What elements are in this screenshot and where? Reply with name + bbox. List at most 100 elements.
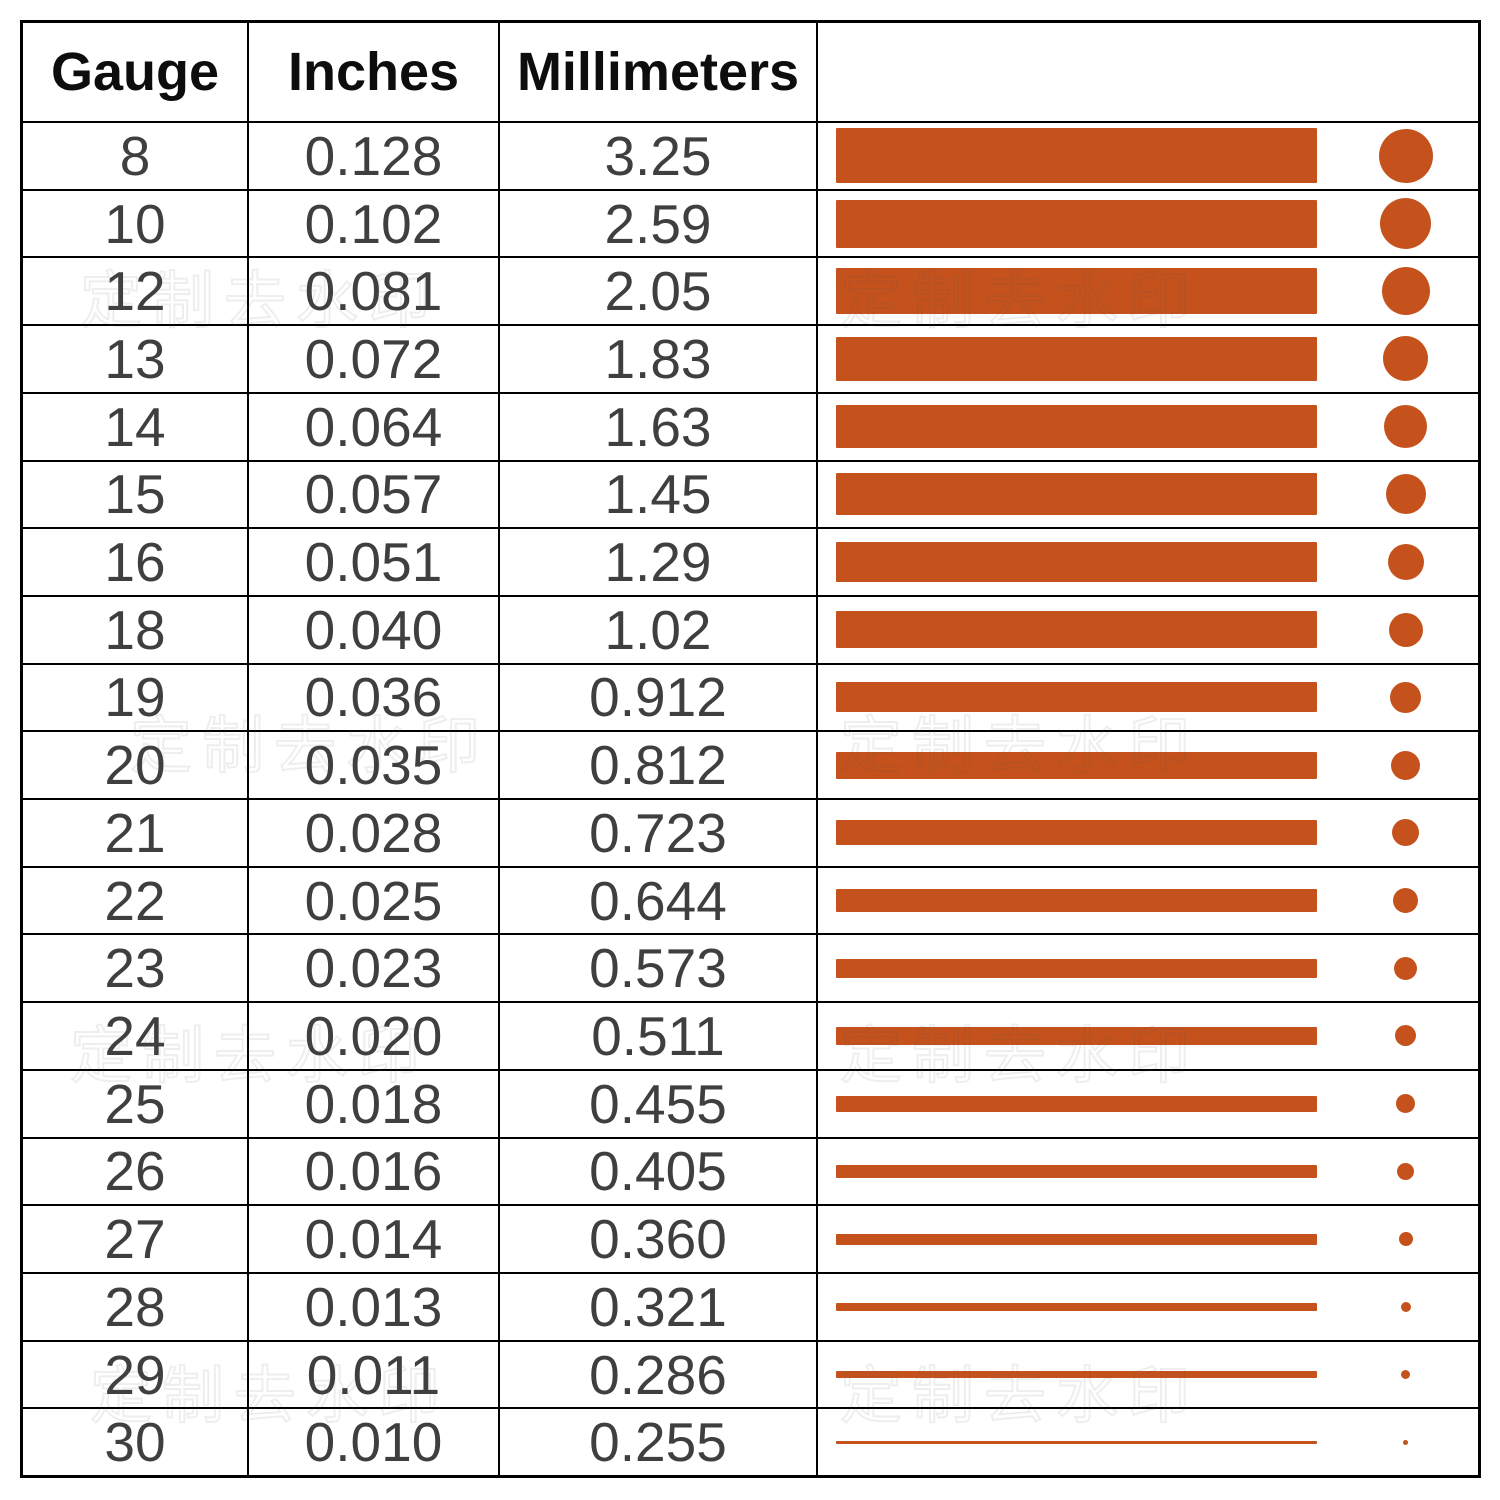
wire-visual-cell	[818, 191, 1478, 257]
gauge-cell: 25	[23, 1070, 249, 1137]
inches-cell: 0.014	[249, 1206, 500, 1272]
millimeters-cell: 0.286	[500, 1341, 818, 1408]
millimeters-cell: 1.29	[500, 529, 818, 595]
table-row: 12 0.081 2.05	[23, 256, 1478, 325]
wire-dot-area	[1317, 529, 1478, 595]
wire-cross-section-dot	[1403, 1439, 1408, 1445]
wire-dot-area	[1317, 1071, 1478, 1137]
wire-cross-section-dot	[1385, 474, 1426, 515]
header-millimeters: Millimeters	[500, 23, 818, 121]
millimeters-value: 0.286	[589, 1343, 727, 1406]
gauge-cell: 12	[23, 258, 249, 325]
millimeters-value: 1.63	[604, 395, 712, 458]
wire-cross-section-dot	[1395, 1025, 1416, 1047]
wire-cross-section-dot	[1391, 750, 1420, 780]
millimeters-value: 0.644	[589, 869, 727, 932]
inches-value: 0.014	[304, 1208, 443, 1271]
wire-cross-section-dot	[1393, 888, 1418, 914]
wire-thickness-bar	[836, 682, 1317, 713]
gauge-value: 12	[104, 260, 166, 323]
millimeters-cell: 2.05	[500, 258, 818, 325]
gauge-value: 23	[104, 937, 166, 1000]
gauge-cell: 22	[23, 867, 249, 934]
wire-dot-area	[1317, 1139, 1478, 1205]
wire-visual-cell	[818, 462, 1478, 528]
wire-thickness-bar	[836, 751, 1317, 779]
inches-cell: 0.051	[249, 529, 500, 595]
inches-cell: 0.072	[249, 326, 500, 392]
gauge-cell: 10	[23, 190, 249, 257]
wire-dot-area	[1317, 1003, 1478, 1069]
millimeters-cell: 0.573	[500, 935, 818, 1002]
millimeters-value: 1.45	[604, 463, 712, 526]
inches-value: 0.102	[304, 192, 443, 255]
millimeters-value: 0.573	[589, 937, 727, 1000]
wire-visual-cell	[818, 597, 1478, 663]
inches-cell: 0.011	[249, 1341, 500, 1408]
wire-cross-section-dot	[1396, 1094, 1415, 1114]
gauge-cell: 30	[23, 1409, 249, 1476]
millimeters-cell: 0.511	[500, 1003, 818, 1069]
millimeters-value: 0.321	[589, 1275, 727, 1338]
inches-value: 0.020	[304, 1004, 443, 1067]
gauge-cell: 23	[23, 935, 249, 1002]
millimeters-cell: 3.25	[500, 123, 818, 189]
millimeters-value: 0.511	[591, 1004, 725, 1067]
table-row: 20 0.035 0.812	[23, 730, 1478, 799]
millimeters-cell: 0.360	[500, 1206, 818, 1272]
inches-cell: 0.035	[249, 732, 500, 799]
gauge-cell: 18	[23, 596, 249, 663]
millimeters-value: 3.25	[604, 124, 712, 187]
millimeters-cell: 1.45	[500, 461, 818, 528]
inches-value: 0.081	[304, 260, 443, 323]
wire-thickness-bar	[836, 1095, 1317, 1112]
gauge-value: 20	[104, 734, 166, 797]
wire-dot-area	[1317, 665, 1478, 731]
wire-thickness-bar	[836, 1233, 1317, 1245]
inches-cell: 0.013	[249, 1273, 500, 1340]
inches-cell: 0.025	[249, 867, 500, 934]
millimeters-cell: 0.455	[500, 1070, 818, 1137]
wire-visual-cell	[818, 1274, 1478, 1340]
gauge-value: 26	[104, 1140, 166, 1203]
millimeters-value: 1.02	[604, 598, 712, 661]
millimeters-value: 0.812	[589, 734, 727, 797]
wire-thickness-bar	[836, 199, 1317, 248]
inches-value: 0.011	[306, 1343, 441, 1406]
wire-dot-area	[1317, 1409, 1478, 1475]
gauge-value: 25	[104, 1072, 166, 1135]
gauge-cell: 24	[23, 1003, 249, 1069]
wire-dot-area	[1317, 935, 1478, 1001]
wire-thickness-bar	[836, 1026, 1317, 1045]
gauge-value: 29	[104, 1343, 166, 1406]
wire-dot-area	[1317, 326, 1478, 392]
wire-cross-section-dot	[1383, 336, 1428, 382]
table-row: 22 0.025 0.644	[23, 865, 1478, 934]
millimeters-value: 0.405	[589, 1140, 727, 1203]
inches-value: 0.040	[304, 598, 443, 661]
table-row: 16 0.051 1.29	[23, 527, 1478, 595]
gauge-cell: 15	[23, 461, 249, 528]
millimeters-cell: 2.59	[500, 190, 818, 257]
table-row: 8 0.128 3.25	[23, 121, 1478, 189]
wire-visual-cell	[818, 935, 1478, 1001]
wire-visual-cell	[818, 868, 1478, 934]
gauge-cell: 21	[23, 800, 249, 866]
inches-cell: 0.036	[249, 664, 500, 731]
inches-value: 0.025	[304, 869, 443, 932]
wire-visual-cell	[818, 529, 1478, 595]
wire-dot-area	[1317, 868, 1478, 934]
wire-cross-section-dot	[1380, 198, 1431, 250]
wire-dot-area	[1317, 1342, 1478, 1408]
millimeters-value: 0.455	[589, 1072, 727, 1135]
wire-dot-area	[1317, 1274, 1478, 1340]
wire-cross-section-dot	[1387, 544, 1424, 581]
table-row: 10 0.102 2.59	[23, 188, 1478, 257]
inches-cell: 0.020	[249, 1003, 500, 1069]
millimeters-value: 0.723	[589, 801, 727, 864]
millimeters-value: 1.29	[604, 531, 712, 594]
wire-cross-section-dot	[1397, 1162, 1414, 1180]
table-row: 13 0.072 1.83	[23, 324, 1478, 392]
wire-cross-section-dot	[1400, 1301, 1411, 1312]
